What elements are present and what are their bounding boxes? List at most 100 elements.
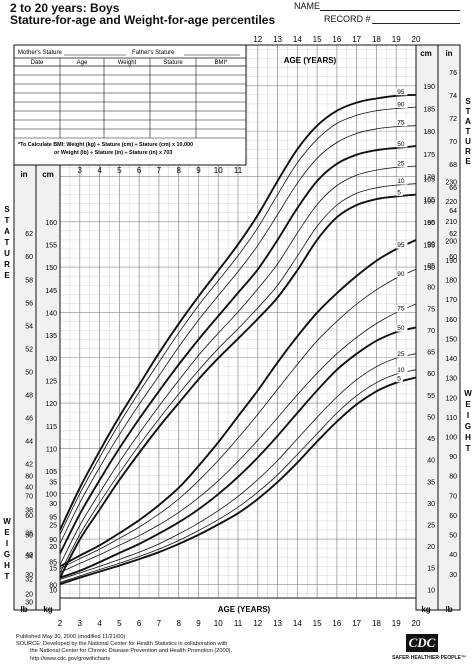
left-in-tick: 62 — [25, 231, 33, 238]
right-lb-tick: 160 — [445, 317, 457, 324]
left-in-tick: 60 — [25, 254, 33, 261]
right-lb-tick: 110 — [446, 415, 457, 422]
age-tick-label: 17 — [352, 619, 361, 628]
right-lb-tick: 40 — [449, 552, 457, 559]
table-col-header: Weight — [118, 60, 137, 66]
right-lb-tick: 70 — [449, 493, 457, 500]
stature-p90-line — [59, 106, 417, 535]
left-stature-letter: E — [4, 271, 10, 280]
age-years-top-label: AGE (YEARS) — [284, 56, 337, 65]
right-cm-tick: 180 — [423, 129, 435, 136]
right-stature-letter: R — [465, 147, 471, 156]
right-kg-tick: 85 — [427, 263, 435, 270]
weight-p5-line — [59, 376, 417, 586]
weight-percentile-curves: 95 90 75 50 25 10 5 — [59, 239, 417, 586]
left-cm-tick: 150 — [45, 265, 57, 272]
left-cm-tick: 125 — [45, 378, 57, 385]
right-kg-tick: 75 — [427, 306, 435, 313]
cdc-logo: CDC SAFER·HEALTHIER·PEOPLE™ — [392, 634, 466, 664]
weight-p75-label: 75 — [397, 306, 405, 313]
left-lb-tick: 20 — [25, 591, 33, 598]
right-weight-letter: E — [465, 400, 471, 409]
right-kg-tick: 90 — [427, 241, 435, 248]
left-kg-tick: 20 — [49, 544, 57, 551]
age-tick-label: 18 — [372, 35, 381, 44]
age-tick-label: 15 — [313, 619, 322, 628]
left-cm-tick: 105 — [45, 469, 57, 476]
age-tick-label: 13 — [273, 619, 282, 628]
weight-p5-label: 5 — [397, 376, 401, 383]
right-cm-tick: 175 — [423, 152, 435, 159]
name-field-line[interactable] — [320, 10, 460, 11]
right-lb-tick: 90 — [449, 454, 457, 461]
source-url[interactable]: http://www.cdc.gov/growthcharts — [30, 655, 111, 662]
weight-p75-label-bg — [396, 304, 408, 313]
stature-p75-line — [59, 125, 417, 544]
age-tick-label: 14 — [293, 619, 302, 628]
left-cm-tick: 160 — [45, 220, 57, 227]
stature-p25-label: 25 — [397, 160, 405, 167]
age-tick-label: 13 — [273, 35, 282, 44]
right-lb-tick: 170 — [445, 297, 457, 304]
age-tick-label: 11 — [234, 166, 243, 175]
age-tick-label: 7 — [157, 166, 162, 175]
left-kg-tick: 35 — [49, 479, 57, 486]
right-in-tick: 62 — [449, 231, 457, 238]
weight-p95-line — [59, 239, 417, 568]
left-kg-unit: kg — [43, 605, 52, 614]
left-kg-tick: 30 — [49, 501, 57, 508]
left-stature-letter: T — [5, 238, 10, 247]
right-weight-letter: W — [464, 389, 472, 398]
table-col-header: Date — [31, 60, 44, 66]
right-kg-tick: 80 — [427, 285, 435, 292]
right-weight-letter: G — [465, 422, 471, 431]
stature-p5-label: 5 — [397, 189, 401, 196]
right-kg-unit: kg — [421, 605, 430, 614]
right-kg-tick: 65 — [427, 350, 435, 357]
record-label: RECORD # — [324, 14, 371, 24]
weight-p25-line — [59, 353, 417, 580]
right-in-unit: in — [445, 49, 452, 58]
right-kg-tick: 20 — [427, 544, 435, 551]
stature-p95-label-bg — [396, 87, 408, 96]
left-weight-letter: E — [4, 528, 10, 537]
right-in-tick: 74 — [449, 93, 457, 100]
footer-citation: Published May 30, 2000 (modified 11/21/0… — [16, 634, 376, 663]
right-weight-letter: T — [466, 444, 471, 453]
right-stature-letter: T — [466, 127, 471, 136]
right-cm-tick: 150 — [423, 265, 435, 272]
age-tick-label: 9 — [196, 166, 201, 175]
left-cm-tick: 90 — [49, 537, 57, 544]
age-tick-label: 19 — [392, 35, 401, 44]
weight-p10-label: 10 — [397, 367, 405, 374]
age-tick-label: 16 — [332, 619, 341, 628]
left-cm-tick: 120 — [45, 401, 57, 408]
age-tick-label: 6 — [137, 619, 142, 628]
right-kg-tick: 15 — [427, 566, 435, 573]
right-kg-tick: 35 — [427, 479, 435, 486]
stature-p90-label: 90 — [397, 101, 405, 108]
right-kg-tick: 105 — [423, 177, 435, 184]
left-in-tick: 58 — [25, 277, 33, 284]
weight-p50-line — [59, 326, 417, 579]
right-kg-tick: 40 — [427, 458, 435, 465]
left-cm-tick: 100 — [45, 492, 57, 499]
age-tick-label: 2 — [58, 619, 63, 628]
right-kg-tick: 25 — [427, 523, 435, 530]
right-in-tick: 72 — [449, 116, 457, 123]
age-tick-label: 12 — [253, 35, 262, 44]
weight-p5-label-bg — [396, 374, 403, 383]
table-header-row: Date Age Weight Stature BMI* — [14, 58, 246, 138]
fathers-stature-label: Father's Stature — [132, 50, 175, 56]
age-tick-label: 14 — [293, 35, 302, 44]
right-in-tick: 66 — [449, 185, 457, 192]
age-tick-label: 17 — [352, 35, 361, 44]
stature-p75-label-bg — [396, 118, 408, 127]
right-lb-tick: 220 — [445, 199, 457, 206]
age-tick-label: 11 — [234, 619, 243, 628]
weight-p95-label-bg — [396, 241, 408, 249]
right-in-tick: 68 — [449, 162, 457, 169]
stature-p25-line — [59, 165, 417, 566]
record-field-line[interactable] — [372, 23, 460, 24]
